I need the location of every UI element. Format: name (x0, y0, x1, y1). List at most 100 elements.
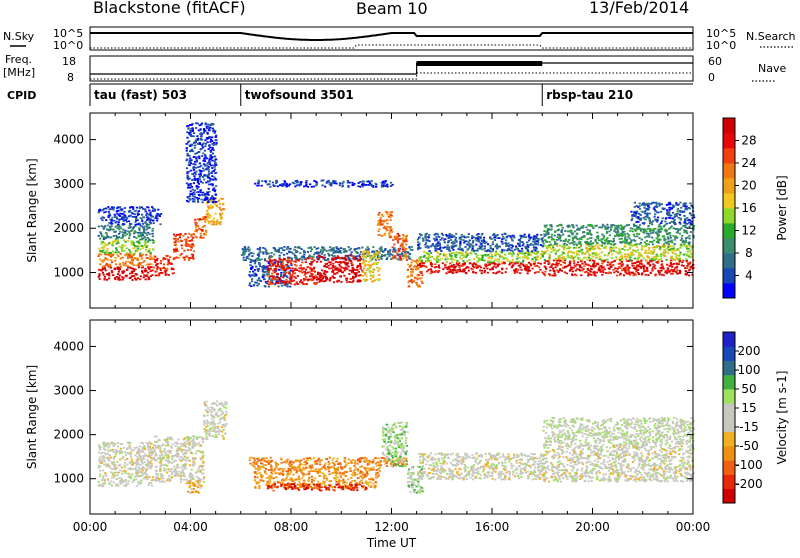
power-cell (189, 145, 191, 147)
power-cell (177, 234, 179, 236)
power-cell (148, 264, 150, 266)
power-cell (534, 265, 536, 267)
power-cell (679, 252, 681, 254)
power-cell (103, 217, 105, 219)
power-cell (534, 257, 536, 259)
power-cell (353, 272, 355, 274)
power-cell (184, 239, 186, 241)
power-cell (252, 271, 254, 273)
power-cell (108, 222, 110, 224)
power-cell (477, 238, 479, 240)
power-cell (624, 270, 626, 272)
power-cell (193, 156, 195, 158)
power-cell (657, 230, 659, 232)
power-cell (258, 255, 260, 257)
power-cell (201, 237, 203, 239)
power-cell (653, 228, 655, 230)
power-cell (686, 232, 688, 234)
power-cell (482, 242, 484, 244)
power-cell (359, 274, 361, 276)
power-cell (386, 258, 388, 260)
power-cell (613, 238, 615, 240)
power-cell (599, 269, 601, 271)
power-cell (354, 250, 356, 252)
power-cell (274, 271, 276, 273)
power-cell (660, 211, 662, 213)
power-cell (122, 279, 124, 281)
power-cell (689, 202, 691, 204)
power-cell (484, 248, 486, 250)
power-cell (648, 244, 650, 246)
power-cell (654, 213, 656, 215)
power-cell (576, 233, 578, 235)
power-cell (493, 260, 495, 262)
power-cell (589, 250, 591, 252)
power-cell (480, 242, 482, 244)
power-cell (674, 253, 676, 255)
power-cell (348, 266, 350, 268)
power-cell (670, 215, 672, 217)
power-cell (661, 260, 663, 262)
power-cell (185, 240, 187, 242)
power-cell (506, 259, 508, 261)
power-cell (196, 135, 198, 137)
power-cell (555, 253, 557, 255)
power-cell (522, 256, 524, 258)
power-cell (468, 270, 470, 272)
power-cell (188, 197, 190, 199)
power-cell (135, 224, 137, 226)
power-cell (132, 268, 134, 270)
power-cell (262, 253, 264, 255)
power-cell (316, 248, 318, 250)
power-cell (286, 247, 288, 249)
power-cell (448, 240, 450, 242)
power-cell (192, 163, 194, 165)
power-cell (199, 163, 201, 165)
power-cell (395, 258, 397, 260)
power-cell (402, 258, 404, 260)
power-cell (245, 259, 247, 261)
power-cell (450, 253, 452, 255)
power-cell (610, 229, 612, 231)
power-cell (565, 258, 567, 260)
power-cell (173, 272, 175, 274)
power-cell (587, 259, 589, 261)
power-cell (671, 241, 673, 243)
power-cell (570, 267, 572, 269)
power-cell (219, 224, 221, 226)
power-cell (611, 254, 613, 256)
power-cell (108, 243, 110, 245)
power-cell (398, 248, 400, 250)
power-cell (613, 244, 615, 246)
power-cell (274, 268, 276, 270)
power-cell (664, 230, 666, 232)
power-cell (135, 250, 137, 252)
power-cell (481, 240, 483, 242)
power-cell (387, 226, 389, 228)
power-cell (650, 250, 652, 252)
power-cell (492, 243, 494, 245)
power-cell (208, 222, 210, 224)
power-cell (181, 245, 183, 247)
power-cell (265, 271, 267, 273)
power-cell (377, 214, 379, 216)
power-cell (459, 244, 461, 246)
power-cell (621, 226, 623, 228)
power-cell (206, 220, 208, 222)
power-cell (323, 266, 325, 268)
power-cell (643, 246, 645, 248)
power-cell (186, 255, 188, 257)
power-cell (311, 273, 313, 275)
power-cell (114, 268, 116, 270)
power-cell (253, 274, 255, 276)
power-cell (324, 254, 326, 256)
power-cell (644, 218, 646, 220)
power-cell (310, 261, 312, 263)
power-cell (209, 217, 211, 219)
power-cell (400, 243, 402, 245)
power-cell (381, 248, 383, 250)
power-cell (469, 262, 471, 264)
power-cell (102, 272, 104, 274)
power-cell (323, 276, 325, 278)
